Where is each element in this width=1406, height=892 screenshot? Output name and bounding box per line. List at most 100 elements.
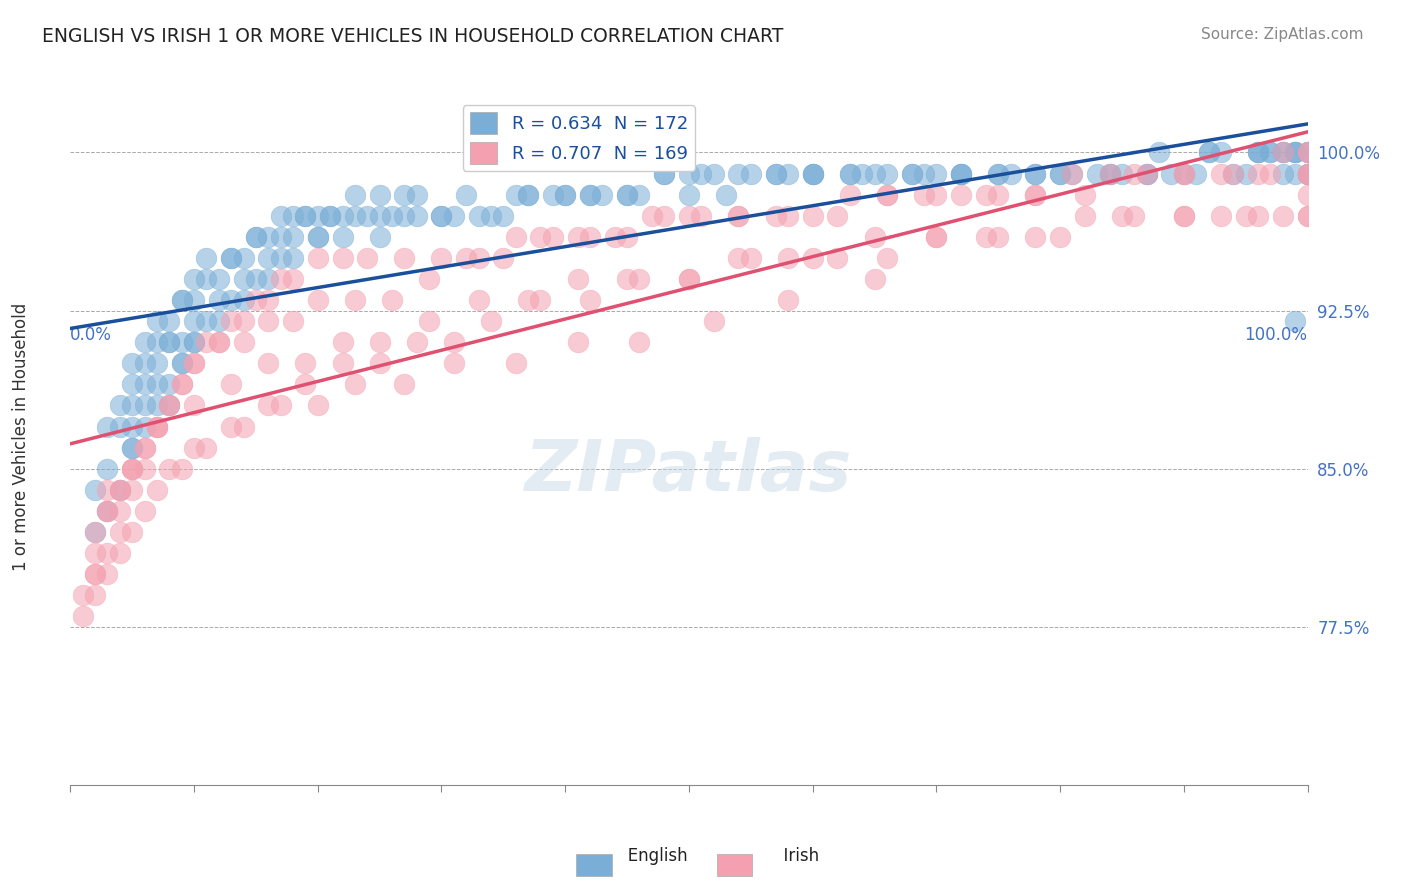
Point — [108, 483, 131, 497]
Point — [170, 377, 193, 392]
Point — [270, 251, 292, 265]
Point — [801, 209, 824, 223]
Point — [652, 167, 675, 181]
Point — [381, 293, 404, 307]
Point — [517, 187, 540, 202]
Point — [678, 272, 700, 286]
Point — [84, 567, 107, 582]
Point — [134, 356, 156, 370]
Point — [567, 335, 589, 350]
Point — [170, 293, 193, 307]
Point — [703, 167, 725, 181]
Text: English: English — [591, 847, 688, 865]
Point — [1209, 145, 1232, 160]
Point — [517, 293, 540, 307]
Point — [418, 314, 440, 328]
Point — [765, 167, 787, 181]
Point — [591, 187, 613, 202]
Point — [281, 272, 304, 286]
Point — [1024, 187, 1046, 202]
Point — [332, 335, 354, 350]
Point — [319, 209, 342, 223]
Point — [146, 356, 169, 370]
Point — [690, 209, 713, 223]
Point — [121, 441, 143, 455]
Text: Source: ZipAtlas.com: Source: ZipAtlas.com — [1201, 27, 1364, 42]
Point — [1209, 209, 1232, 223]
Point — [1209, 167, 1232, 181]
Point — [616, 187, 638, 202]
Point — [183, 356, 205, 370]
Point — [1247, 145, 1270, 160]
Point — [1024, 187, 1046, 202]
Point — [1271, 209, 1294, 223]
Point — [529, 229, 551, 244]
Point — [157, 314, 180, 328]
Point — [121, 461, 143, 475]
Point — [134, 441, 156, 455]
Point — [492, 251, 515, 265]
Point — [183, 441, 205, 455]
Point — [394, 187, 416, 202]
Point — [456, 251, 478, 265]
Point — [1222, 167, 1244, 181]
Point — [121, 399, 143, 413]
Point — [195, 335, 218, 350]
Point — [394, 377, 416, 392]
Point — [1284, 145, 1306, 160]
Point — [157, 335, 180, 350]
Point — [294, 209, 316, 223]
Point — [270, 209, 292, 223]
Point — [343, 377, 366, 392]
Point — [1198, 145, 1220, 160]
Point — [134, 399, 156, 413]
Point — [1296, 167, 1319, 181]
Point — [467, 209, 489, 223]
Point — [950, 167, 973, 181]
Point — [307, 229, 329, 244]
Point — [1185, 167, 1208, 181]
Point — [381, 209, 404, 223]
Point — [1296, 145, 1319, 160]
Point — [281, 229, 304, 244]
Point — [838, 167, 860, 181]
Point — [876, 187, 898, 202]
Point — [827, 209, 849, 223]
Point — [603, 229, 626, 244]
Point — [517, 187, 540, 202]
Point — [567, 229, 589, 244]
Point — [146, 483, 169, 497]
Point — [170, 335, 193, 350]
Point — [1247, 145, 1270, 160]
Point — [628, 272, 651, 286]
Point — [1284, 314, 1306, 328]
Point — [1284, 167, 1306, 181]
Point — [690, 167, 713, 181]
Point — [987, 187, 1010, 202]
Point — [134, 419, 156, 434]
Point — [567, 272, 589, 286]
Point — [912, 187, 935, 202]
Point — [851, 167, 873, 181]
Point — [1123, 209, 1146, 223]
Text: Irish: Irish — [731, 847, 820, 865]
Point — [1271, 167, 1294, 181]
Point — [294, 356, 316, 370]
Point — [703, 314, 725, 328]
Point — [183, 293, 205, 307]
Point — [170, 461, 193, 475]
Point — [219, 251, 242, 265]
Point — [356, 209, 378, 223]
Point — [134, 441, 156, 455]
Point — [183, 272, 205, 286]
Point — [652, 209, 675, 223]
Point — [121, 356, 143, 370]
Point — [96, 483, 118, 497]
Point — [368, 229, 391, 244]
Point — [368, 356, 391, 370]
Point — [876, 187, 898, 202]
Point — [1247, 167, 1270, 181]
Point — [863, 272, 886, 286]
Point — [1296, 167, 1319, 181]
Point — [467, 251, 489, 265]
